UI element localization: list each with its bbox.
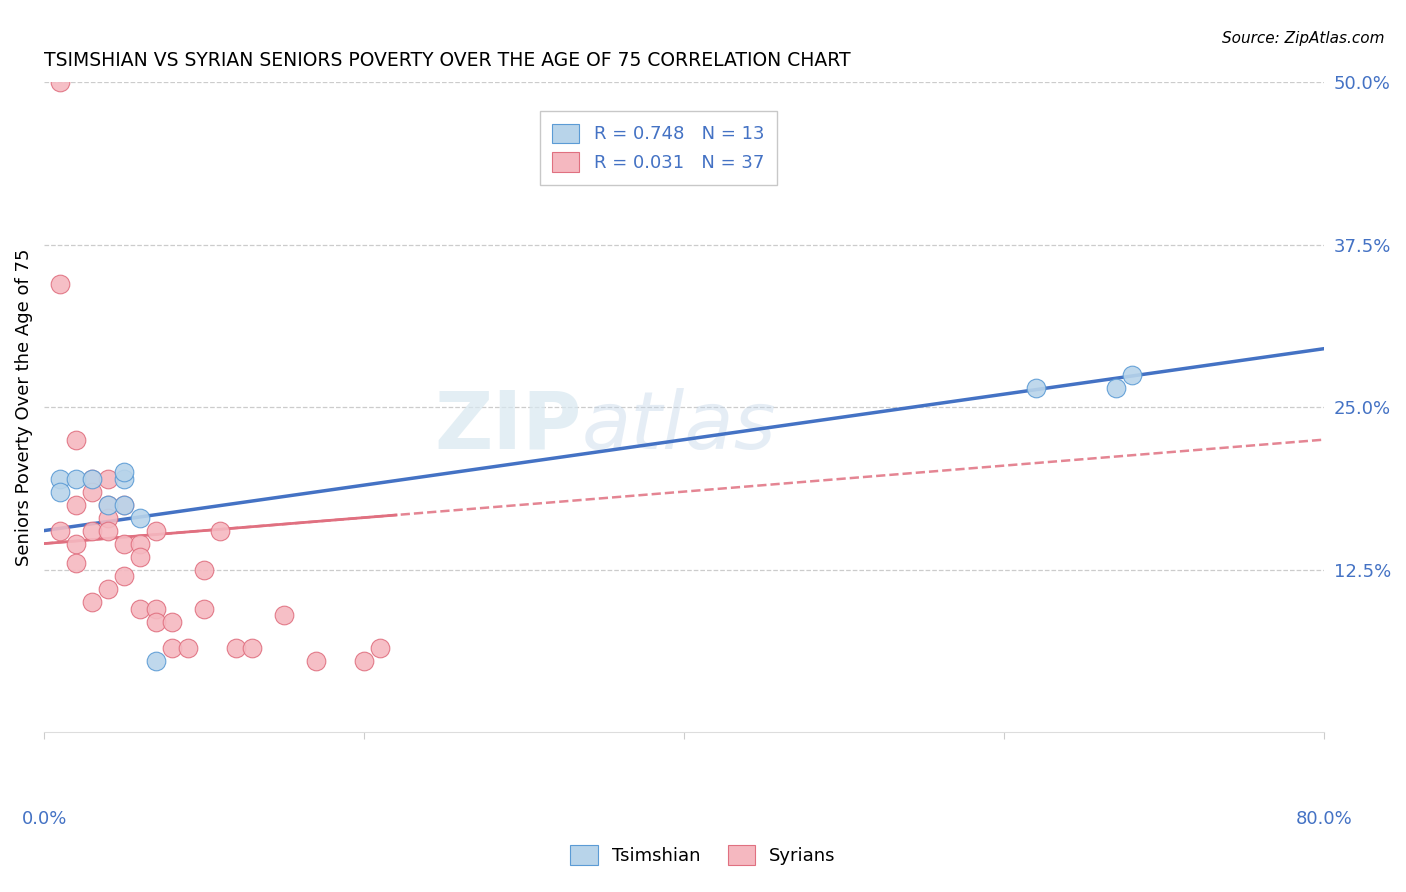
Point xyxy=(65,472,87,486)
Point xyxy=(112,569,135,583)
Point xyxy=(240,640,263,655)
Point xyxy=(49,524,72,538)
Text: 80.0%: 80.0% xyxy=(1295,810,1353,828)
Point xyxy=(273,608,295,623)
Point xyxy=(160,615,183,629)
Point xyxy=(1121,368,1143,382)
Point xyxy=(1105,381,1128,395)
Point xyxy=(145,653,167,667)
Point xyxy=(129,510,152,524)
Point xyxy=(305,653,328,667)
Point xyxy=(1025,381,1047,395)
Point xyxy=(177,640,200,655)
Legend: R = 0.748   N = 13, R = 0.031   N = 37: R = 0.748 N = 13, R = 0.031 N = 37 xyxy=(540,111,778,185)
Point xyxy=(209,524,232,538)
Point xyxy=(129,549,152,564)
Point xyxy=(65,433,87,447)
Point xyxy=(225,640,247,655)
Point xyxy=(112,472,135,486)
Point xyxy=(97,582,120,596)
Point xyxy=(97,510,120,524)
Point xyxy=(129,536,152,550)
Point xyxy=(97,472,120,486)
Text: TSIMSHIAN VS SYRIAN SENIORS POVERTY OVER THE AGE OF 75 CORRELATION CHART: TSIMSHIAN VS SYRIAN SENIORS POVERTY OVER… xyxy=(44,51,851,70)
Point xyxy=(65,556,87,570)
Point xyxy=(49,472,72,486)
Point xyxy=(82,595,104,609)
Text: atlas: atlas xyxy=(582,388,776,466)
Y-axis label: Seniors Poverty Over the Age of 75: Seniors Poverty Over the Age of 75 xyxy=(15,248,32,566)
Point xyxy=(145,615,167,629)
Point xyxy=(112,498,135,512)
Point xyxy=(160,640,183,655)
Text: Source: ZipAtlas.com: Source: ZipAtlas.com xyxy=(1222,31,1385,46)
Point xyxy=(97,524,120,538)
Point xyxy=(112,536,135,550)
Point xyxy=(97,498,120,512)
Point xyxy=(82,524,104,538)
Text: ZIP: ZIP xyxy=(434,388,582,466)
Point xyxy=(368,640,391,655)
Point xyxy=(97,498,120,512)
Point xyxy=(129,601,152,615)
Point xyxy=(353,653,375,667)
Point xyxy=(82,484,104,499)
Point xyxy=(49,277,72,291)
Point xyxy=(193,601,215,615)
Point xyxy=(65,536,87,550)
Legend: Tsimshian, Syrians: Tsimshian, Syrians xyxy=(561,836,845,874)
Text: 0.0%: 0.0% xyxy=(21,810,67,828)
Point xyxy=(49,75,72,89)
Point xyxy=(65,498,87,512)
Point xyxy=(82,472,104,486)
Point xyxy=(49,484,72,499)
Point xyxy=(193,563,215,577)
Point xyxy=(145,601,167,615)
Point xyxy=(112,465,135,479)
Point xyxy=(82,472,104,486)
Point xyxy=(145,524,167,538)
Point xyxy=(112,498,135,512)
